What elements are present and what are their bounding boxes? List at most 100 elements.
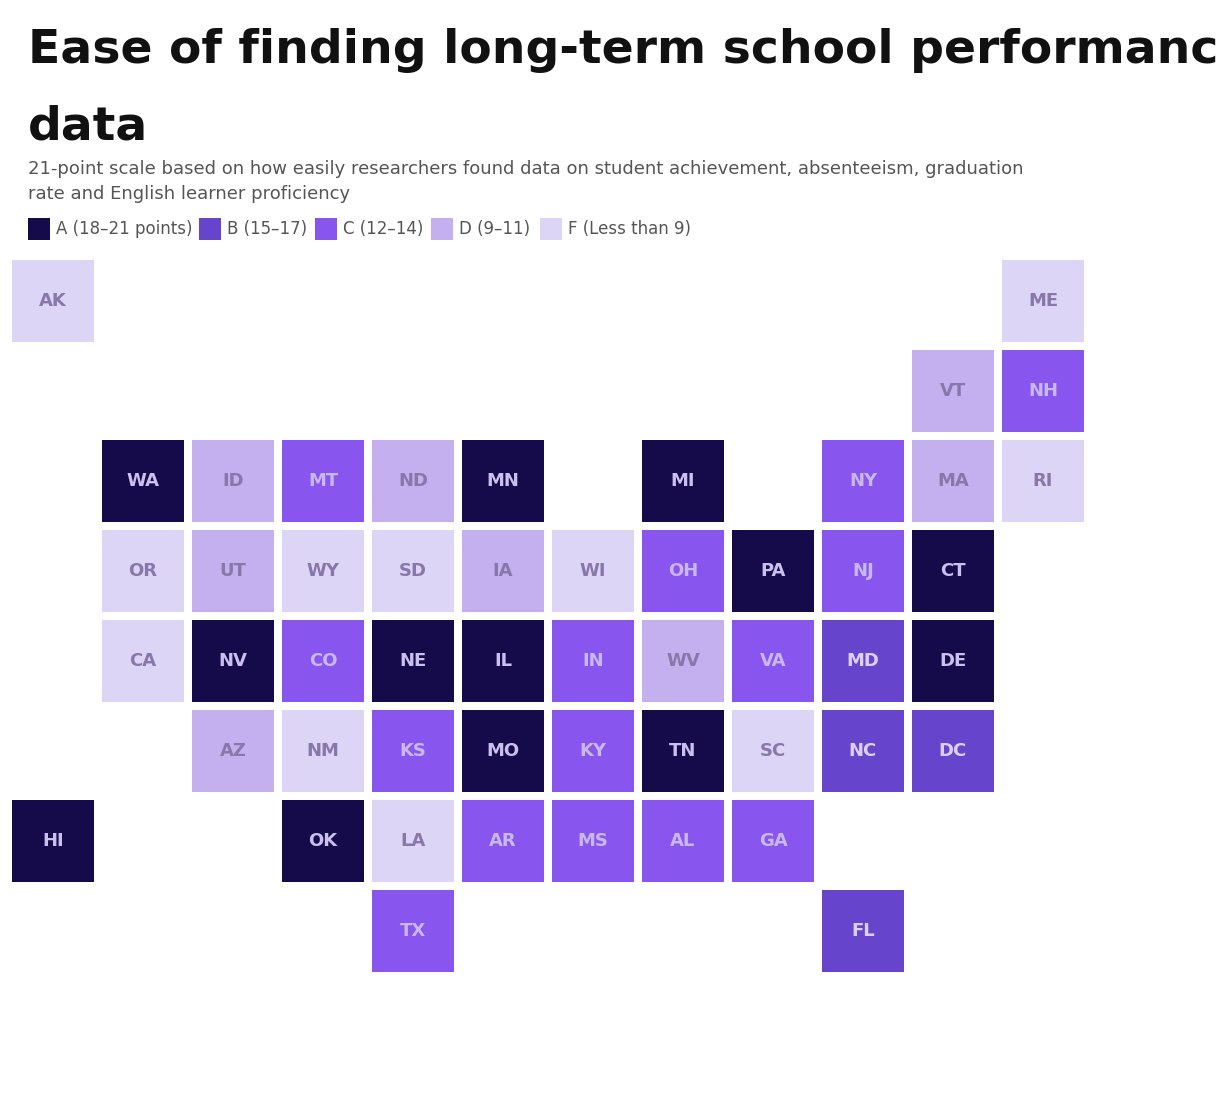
Text: 21-point scale based on how easily researchers found data on student achievement: 21-point scale based on how easily resea… (28, 160, 1024, 177)
FancyBboxPatch shape (913, 620, 994, 702)
Text: OR: OR (128, 562, 157, 580)
Text: IA: IA (493, 562, 514, 580)
Text: MN: MN (487, 472, 520, 490)
Text: IN: IN (582, 652, 604, 670)
FancyBboxPatch shape (732, 530, 814, 612)
FancyBboxPatch shape (913, 350, 994, 432)
FancyBboxPatch shape (102, 620, 184, 702)
Text: D (9–11): D (9–11) (459, 220, 531, 238)
Text: LA: LA (400, 833, 426, 850)
FancyBboxPatch shape (642, 530, 723, 612)
FancyBboxPatch shape (642, 620, 723, 702)
FancyBboxPatch shape (282, 530, 364, 612)
Text: DE: DE (939, 652, 966, 670)
Text: data: data (28, 105, 149, 150)
FancyBboxPatch shape (913, 530, 994, 612)
FancyBboxPatch shape (372, 800, 454, 882)
FancyBboxPatch shape (372, 710, 454, 792)
Text: DC: DC (939, 742, 967, 760)
Text: AL: AL (670, 833, 695, 850)
FancyBboxPatch shape (282, 440, 364, 522)
Text: IL: IL (494, 652, 512, 670)
Text: B (15–17): B (15–17) (227, 220, 307, 238)
FancyBboxPatch shape (282, 710, 364, 792)
FancyBboxPatch shape (913, 710, 994, 792)
Text: CA: CA (129, 652, 156, 670)
Text: VT: VT (939, 382, 966, 400)
FancyBboxPatch shape (551, 530, 634, 612)
FancyBboxPatch shape (913, 440, 994, 522)
Text: Ease of finding long-term school performance: Ease of finding long-term school perform… (28, 28, 1220, 73)
FancyBboxPatch shape (462, 530, 544, 612)
FancyBboxPatch shape (199, 218, 221, 240)
Text: MI: MI (671, 472, 695, 490)
FancyBboxPatch shape (12, 800, 94, 882)
FancyBboxPatch shape (551, 800, 634, 882)
FancyBboxPatch shape (192, 620, 274, 702)
Text: AK: AK (39, 292, 67, 310)
Text: MA: MA (937, 472, 969, 490)
FancyBboxPatch shape (12, 260, 94, 341)
Text: rate and English learner proficiency: rate and English learner proficiency (28, 185, 350, 203)
Text: MO: MO (487, 742, 520, 760)
Text: OH: OH (667, 562, 698, 580)
FancyBboxPatch shape (732, 800, 814, 882)
FancyBboxPatch shape (732, 710, 814, 792)
Text: NE: NE (399, 652, 427, 670)
FancyBboxPatch shape (102, 440, 184, 522)
FancyBboxPatch shape (1002, 350, 1085, 432)
Text: CT: CT (941, 562, 966, 580)
Text: CO: CO (309, 652, 337, 670)
Text: TN: TN (670, 742, 697, 760)
FancyBboxPatch shape (431, 218, 453, 240)
Text: C (12–14): C (12–14) (343, 220, 423, 238)
Text: ME: ME (1028, 292, 1058, 310)
FancyBboxPatch shape (551, 710, 634, 792)
FancyBboxPatch shape (102, 530, 184, 612)
FancyBboxPatch shape (192, 530, 274, 612)
Text: MS: MS (577, 833, 609, 850)
Text: AZ: AZ (220, 742, 246, 760)
FancyBboxPatch shape (462, 620, 544, 702)
Text: WY: WY (306, 562, 339, 580)
Text: NY: NY (849, 472, 877, 490)
Text: OK: OK (309, 833, 338, 850)
Text: ID: ID (222, 472, 244, 490)
Text: F (Less than 9): F (Less than 9) (567, 220, 691, 238)
FancyBboxPatch shape (192, 710, 274, 792)
Text: PA: PA (760, 562, 786, 580)
FancyBboxPatch shape (822, 440, 904, 522)
FancyBboxPatch shape (282, 800, 364, 882)
Text: A (18–21 points): A (18–21 points) (56, 220, 193, 238)
Text: NC: NC (849, 742, 877, 760)
Text: AR: AR (489, 833, 517, 850)
FancyBboxPatch shape (822, 530, 904, 612)
FancyBboxPatch shape (462, 800, 544, 882)
FancyBboxPatch shape (642, 800, 723, 882)
FancyBboxPatch shape (822, 889, 904, 972)
Text: WV: WV (666, 652, 700, 670)
Text: NJ: NJ (852, 562, 874, 580)
Text: KS: KS (400, 742, 427, 760)
FancyBboxPatch shape (372, 889, 454, 972)
Text: NV: NV (218, 652, 248, 670)
FancyBboxPatch shape (551, 620, 634, 702)
Text: MT: MT (307, 472, 338, 490)
Text: RI: RI (1033, 472, 1053, 490)
FancyBboxPatch shape (642, 710, 723, 792)
Text: MD: MD (847, 652, 880, 670)
FancyBboxPatch shape (1002, 440, 1085, 522)
Text: WI: WI (580, 562, 606, 580)
Text: FL: FL (852, 922, 875, 940)
FancyBboxPatch shape (822, 620, 904, 702)
FancyBboxPatch shape (28, 218, 50, 240)
Text: NH: NH (1028, 382, 1058, 400)
FancyBboxPatch shape (192, 440, 274, 522)
Text: UT: UT (220, 562, 246, 580)
Text: SD: SD (399, 562, 427, 580)
Text: VA: VA (760, 652, 786, 670)
FancyBboxPatch shape (732, 620, 814, 702)
Text: WA: WA (127, 472, 160, 490)
FancyBboxPatch shape (372, 530, 454, 612)
FancyBboxPatch shape (539, 218, 561, 240)
